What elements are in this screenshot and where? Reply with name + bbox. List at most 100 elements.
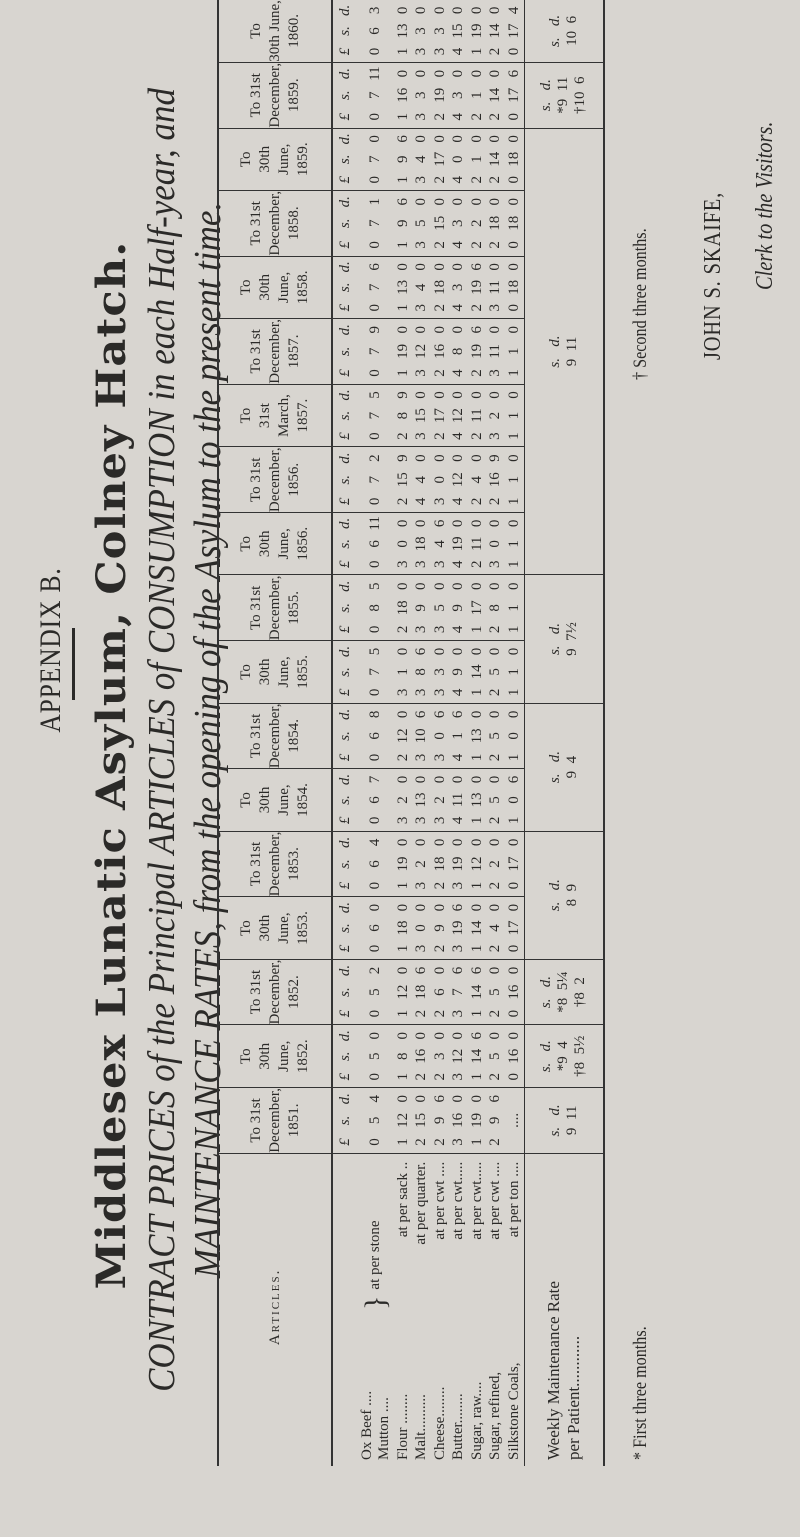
price-cell: 3 19 0 bbox=[449, 831, 468, 897]
price-cell: 3 13 0 bbox=[412, 768, 431, 832]
price-value: 1 bbox=[394, 1009, 411, 1018]
price-value: 3 bbox=[367, 6, 383, 15]
price-value: 0 bbox=[367, 304, 383, 312]
price-value: 19 bbox=[450, 536, 467, 552]
price-value: 11 bbox=[468, 536, 485, 552]
price-value: 1 bbox=[505, 497, 522, 506]
price-cell: 3 4 0 bbox=[412, 128, 431, 191]
price-value: 1 bbox=[505, 753, 522, 762]
price-value: 0 bbox=[394, 6, 411, 15]
price-value: 11 bbox=[487, 344, 504, 359]
weekly-rate-cell: s. d. 9 11 bbox=[524, 128, 604, 575]
price-value: 0 bbox=[367, 497, 383, 506]
unit-label: s. bbox=[336, 539, 353, 549]
price-value: 1 bbox=[394, 881, 411, 890]
price-cell: 2 8 0 bbox=[486, 574, 505, 641]
unit-label: £ bbox=[336, 304, 353, 312]
table-row: Sugar, raw.... at per cwt..... 1 19 0 1 14 6 1 14… bbox=[468, 0, 487, 1466]
price-value: 4 bbox=[450, 241, 467, 249]
price-value: 2 bbox=[487, 1073, 504, 1081]
unit-label: s. bbox=[336, 346, 353, 357]
period-header-line: To 31st bbox=[247, 969, 264, 1015]
period-header: To 31st December, 1858. bbox=[218, 190, 332, 257]
price-value: 3 bbox=[413, 625, 430, 634]
price-value: 0 bbox=[450, 326, 467, 334]
unit-label: d. bbox=[336, 452, 353, 464]
price-value: 19 bbox=[468, 343, 485, 359]
period-header-line: 30th June, bbox=[257, 528, 292, 560]
price-value: 4 bbox=[468, 476, 485, 484]
price-value: 5 bbox=[431, 604, 448, 612]
unit-label: £ bbox=[336, 369, 353, 377]
price-cell: 2 9 6 bbox=[431, 1087, 450, 1154]
price-value: 4 bbox=[450, 816, 467, 825]
prices-table: Articles. To 31st December, 1851. To 30th Jun… bbox=[217, 0, 605, 1466]
period-header-line: 1856. bbox=[295, 526, 311, 561]
price-value: 0 bbox=[505, 1073, 522, 1081]
price-value: 19 bbox=[394, 343, 411, 359]
price-value: 13 bbox=[394, 23, 411, 39]
price-value: 3 bbox=[431, 816, 448, 825]
unit-label: £ bbox=[336, 816, 353, 825]
price-cell: 2 16 9 bbox=[486, 446, 505, 513]
price-value: 1 bbox=[468, 1138, 485, 1146]
price-cell: 0 7 0 bbox=[357, 128, 394, 191]
price-value: 1 bbox=[468, 881, 485, 890]
price-value: 2 bbox=[394, 432, 411, 440]
price-cell: 2 16 0 bbox=[412, 1024, 431, 1088]
article-label: Sugar, refined, at per cwt .... bbox=[487, 1153, 506, 1466]
price-cell: 1 9 6 bbox=[394, 190, 413, 257]
price-value: 3 bbox=[413, 27, 430, 35]
price-cell: 1 19 0 bbox=[394, 318, 413, 385]
price-value: 3 bbox=[431, 625, 448, 634]
price-value: 6 bbox=[367, 263, 383, 271]
price-cell: 2 18 6 bbox=[412, 959, 431, 1025]
unit-label: d. bbox=[336, 836, 353, 849]
price-cell: 2 14 0 bbox=[486, 62, 505, 129]
weekly-rate-cell: s. d. *9 4 †8 5½ bbox=[524, 1024, 604, 1088]
price-value: 0 bbox=[487, 6, 504, 15]
price-value: 1 bbox=[394, 1138, 411, 1146]
price-value: 19 bbox=[394, 856, 411, 872]
period-header-line: 1857. bbox=[295, 398, 311, 433]
period-header-line: 1859. bbox=[295, 142, 311, 177]
price-value: 0 bbox=[367, 560, 383, 568]
price-value: 0 bbox=[394, 1031, 411, 1040]
price-cell: 0 7 2 bbox=[357, 446, 394, 513]
period-header: To 30th June, 1858. bbox=[218, 256, 332, 319]
weekly-rate-cell: s. d. *9 11 †10 6 bbox=[524, 62, 604, 129]
unit-label: s. bbox=[336, 26, 353, 36]
price-value: 2 bbox=[431, 113, 448, 121]
price-value: 0 bbox=[505, 197, 522, 206]
price-value: 0 bbox=[431, 732, 448, 740]
unit-label: d. bbox=[336, 645, 353, 658]
price-cell: 2 2 0 bbox=[486, 831, 505, 897]
price-value: 1 bbox=[505, 604, 522, 612]
price-value: 0 bbox=[487, 582, 504, 590]
price-value: 0 bbox=[505, 519, 522, 528]
price-value: 1 bbox=[394, 944, 411, 953]
price-cell: 2 4 0 bbox=[468, 446, 487, 513]
table-row: Malt.......... at per quarter. 2 15 0 2 16 0 2 18… bbox=[412, 0, 431, 1466]
price-value: 8 bbox=[450, 347, 467, 356]
price-cell: 1 14 6 bbox=[468, 959, 487, 1025]
period-header: To 30th June, 1853. bbox=[218, 896, 332, 960]
price-value: 0 bbox=[450, 519, 467, 528]
price-value: 0 bbox=[431, 197, 448, 206]
price-value: 1 bbox=[505, 560, 522, 568]
article-unit: at per cwt..... bbox=[450, 1161, 467, 1240]
period-header: To 31st December, 1855. bbox=[218, 574, 332, 641]
period-header-line: 1858. bbox=[285, 206, 302, 241]
article-unit: at per stone bbox=[367, 1220, 383, 1290]
unit-label: £ bbox=[336, 688, 353, 697]
price-value: 5 bbox=[487, 796, 504, 804]
weekly-rate-value: †10 6 bbox=[572, 76, 588, 114]
footnote-first: * First three months. bbox=[630, 1326, 651, 1460]
table-row: Flour ........ at per sack .. 1 12 0 1 8 0 1 12 0 1… bbox=[394, 0, 413, 1466]
price-value: 0 bbox=[468, 519, 485, 528]
price-value: 2 bbox=[468, 369, 485, 377]
article-name: Butter........ bbox=[450, 1393, 467, 1460]
price-cell: 3 0 0 bbox=[394, 512, 413, 575]
price-value: 0 bbox=[487, 540, 504, 548]
price-value: 1 bbox=[450, 732, 467, 740]
